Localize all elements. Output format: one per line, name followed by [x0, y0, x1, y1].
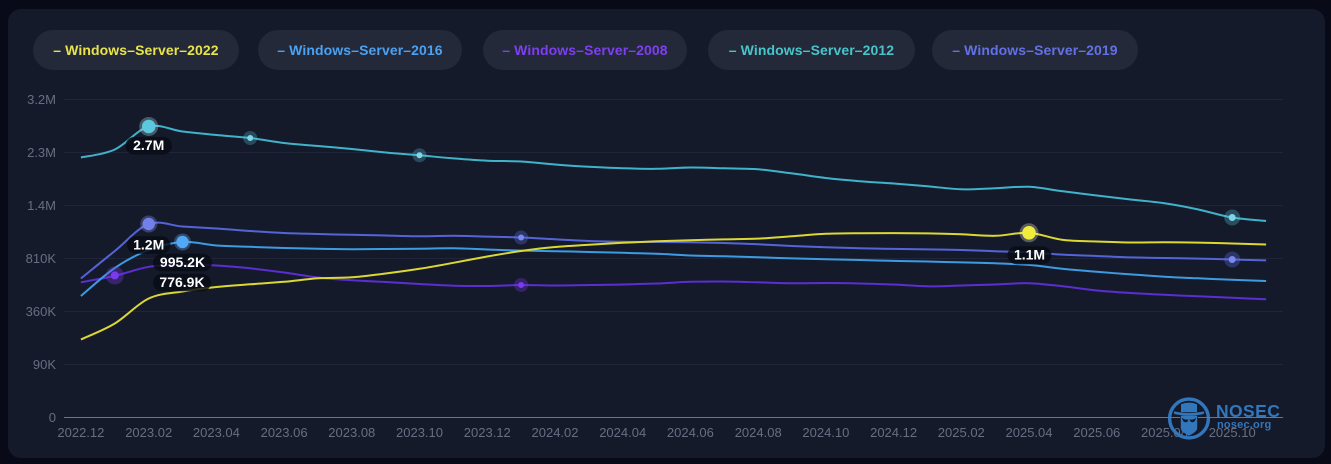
svg-text:90K: 90K [33, 357, 56, 372]
svg-text:2023.12: 2023.12 [464, 425, 511, 440]
svg-text:3.2M: 3.2M [27, 92, 56, 107]
svg-text:2023.06: 2023.06 [261, 425, 308, 440]
svg-text:2025.08: 2025.08 [1141, 425, 1188, 440]
svg-text:360K: 360K [26, 304, 57, 319]
svg-text:1.1M: 1.1M [1014, 247, 1045, 263]
svg-text:2023.02: 2023.02 [125, 425, 172, 440]
svg-text:2024.04: 2024.04 [599, 425, 646, 440]
svg-text:995.2K: 995.2K [160, 254, 205, 270]
svg-text:810K: 810K [26, 251, 57, 266]
svg-text:2022.12: 2022.12 [57, 425, 104, 440]
svg-text:2.7M: 2.7M [133, 137, 164, 153]
svg-text:1.2M: 1.2M [133, 236, 164, 252]
svg-text:2024.08: 2024.08 [735, 425, 782, 440]
svg-text:2.3M: 2.3M [27, 145, 56, 160]
svg-text:776.9K: 776.9K [159, 274, 204, 290]
svg-text:1.4M: 1.4M [27, 198, 56, 213]
svg-text:2023.04: 2023.04 [193, 425, 240, 440]
svg-text:2024.06: 2024.06 [667, 425, 714, 440]
svg-text:2024.12: 2024.12 [870, 425, 917, 440]
svg-text:2025.10: 2025.10 [1209, 425, 1256, 440]
svg-text:2025.06: 2025.06 [1073, 425, 1120, 440]
svg-text:nosec.org: nosec.org [1217, 419, 1271, 431]
svg-text:2024.10: 2024.10 [802, 425, 849, 440]
svg-text:2024.02: 2024.02 [532, 425, 579, 440]
svg-text:0: 0 [49, 410, 56, 425]
svg-text:2023.08: 2023.08 [328, 425, 375, 440]
svg-text:2025.04: 2025.04 [1006, 425, 1053, 440]
svg-text:2025.02: 2025.02 [938, 425, 985, 440]
svg-text:2023.10: 2023.10 [396, 425, 443, 440]
svg-text:NOSEC: NOSEC [1216, 401, 1280, 421]
